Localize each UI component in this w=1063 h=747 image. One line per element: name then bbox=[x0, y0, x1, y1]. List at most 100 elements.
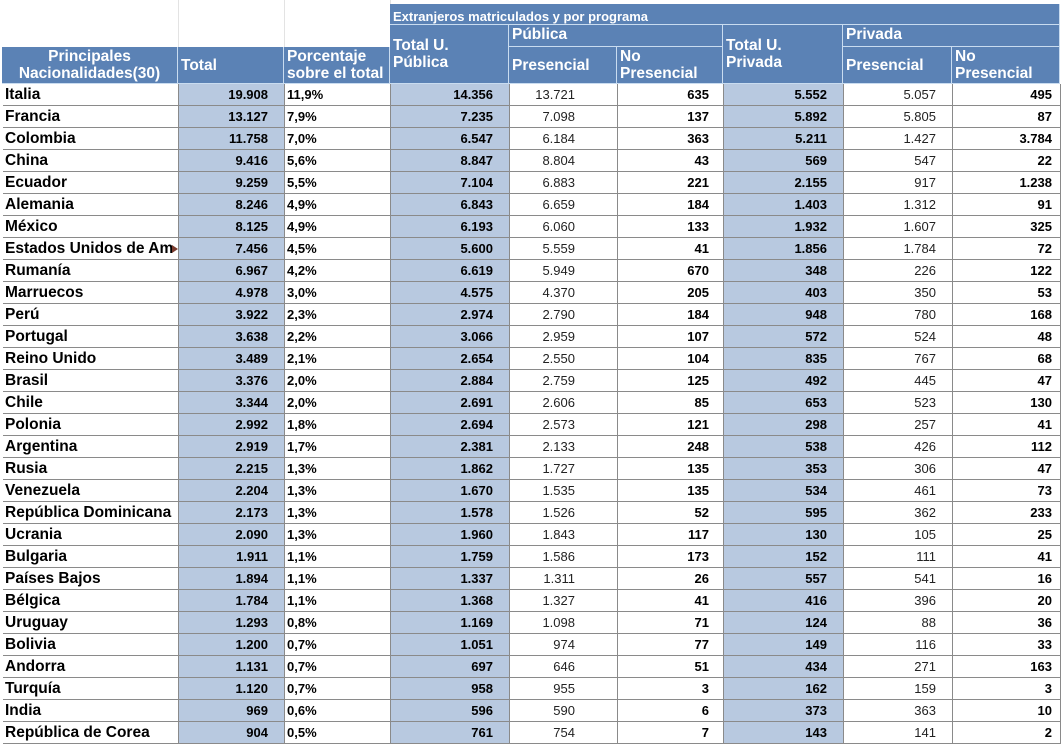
cell-publica-presencial[interactable]: 4.370 bbox=[510, 282, 618, 304]
cell-nationality[interactable]: Alemania bbox=[3, 194, 179, 216]
cell-privada-no-presencial[interactable]: 68 bbox=[953, 348, 1061, 370]
cell-nationality[interactable]: Colombia bbox=[3, 128, 179, 150]
cell-publica-presencial[interactable]: 955 bbox=[510, 678, 618, 700]
cell-nationality[interactable]: República Dominicana bbox=[3, 502, 179, 524]
cell-total-publica[interactable]: 2.691 bbox=[391, 392, 510, 414]
cell-total-publica[interactable]: 8.847 bbox=[391, 150, 510, 172]
cell-total[interactable]: 4.978 bbox=[179, 282, 285, 304]
cell-privada-no-presencial[interactable]: 41 bbox=[953, 546, 1061, 568]
cell-privada-no-presencial[interactable]: 10 bbox=[953, 700, 1061, 722]
cell-total[interactable]: 3.489 bbox=[179, 348, 285, 370]
cell-percent[interactable]: 4,9% bbox=[285, 216, 391, 238]
cell-publica-no-presencial[interactable]: 52 bbox=[618, 502, 724, 524]
cell-total[interactable]: 11.758 bbox=[179, 128, 285, 150]
cell-privada-presencial[interactable]: 461 bbox=[844, 480, 953, 502]
cell-publica-no-presencial[interactable]: 221 bbox=[618, 172, 724, 194]
cell-total-publica[interactable]: 2.694 bbox=[391, 414, 510, 436]
cell-publica-presencial[interactable]: 1.327 bbox=[510, 590, 618, 612]
cell-publica-presencial[interactable]: 2.959 bbox=[510, 326, 618, 348]
cell-publica-presencial[interactable]: 1.727 bbox=[510, 458, 618, 480]
cell-publica-presencial[interactable]: 5.949 bbox=[510, 260, 618, 282]
cell-total[interactable]: 1.894 bbox=[179, 568, 285, 590]
cell-total-publica[interactable]: 1.670 bbox=[391, 480, 510, 502]
cell-percent[interactable]: 2,0% bbox=[285, 392, 391, 414]
cell-privada-no-presencial[interactable]: 48 bbox=[953, 326, 1061, 348]
cell-total-publica[interactable]: 6.547 bbox=[391, 128, 510, 150]
cell-publica-no-presencial[interactable]: 51 bbox=[618, 656, 724, 678]
cell-total[interactable]: 1.911 bbox=[179, 546, 285, 568]
cell-total[interactable]: 904 bbox=[179, 722, 285, 744]
cell-privada-no-presencial[interactable]: 47 bbox=[953, 370, 1061, 392]
cell-publica-presencial[interactable]: 1.526 bbox=[510, 502, 618, 524]
cell-nationality[interactable]: Italia bbox=[3, 84, 179, 106]
cell-total-publica[interactable]: 1.960 bbox=[391, 524, 510, 546]
cell-publica-presencial[interactable]: 1.586 bbox=[510, 546, 618, 568]
cell-total-privada[interactable]: 2.155 bbox=[724, 172, 844, 194]
cell-privada-presencial[interactable]: 1.312 bbox=[844, 194, 953, 216]
cell-percent[interactable]: 2,1% bbox=[285, 348, 391, 370]
cell-privada-no-presencial[interactable]: 72 bbox=[953, 238, 1061, 260]
cell-total-privada[interactable]: 434 bbox=[724, 656, 844, 678]
cell-total[interactable]: 1.120 bbox=[179, 678, 285, 700]
cell-total-publica[interactable]: 6.843 bbox=[391, 194, 510, 216]
cell-privada-presencial[interactable]: 445 bbox=[844, 370, 953, 392]
cell-privada-no-presencial[interactable]: 73 bbox=[953, 480, 1061, 502]
cell-percent[interactable]: 0,7% bbox=[285, 656, 391, 678]
cell-total-privada[interactable]: 416 bbox=[724, 590, 844, 612]
cell-total-privada[interactable]: 572 bbox=[724, 326, 844, 348]
cell-total-privada[interactable]: 1.856 bbox=[724, 238, 844, 260]
cell-nationality[interactable]: Bulgaria bbox=[3, 546, 179, 568]
cell-publica-presencial[interactable]: 2.790 bbox=[510, 304, 618, 326]
cell-total-publica[interactable]: 1.759 bbox=[391, 546, 510, 568]
cell-total-publica[interactable]: 761 bbox=[391, 722, 510, 744]
cell-total-privada[interactable]: 5.211 bbox=[724, 128, 844, 150]
cell-percent[interactable]: 1,1% bbox=[285, 590, 391, 612]
cell-nationality[interactable]: China bbox=[3, 150, 179, 172]
cell-total-publica[interactable]: 1.578 bbox=[391, 502, 510, 524]
cell-nationality[interactable]: Polonia bbox=[3, 414, 179, 436]
cell-publica-no-presencial[interactable]: 135 bbox=[618, 458, 724, 480]
cell-total-privada[interactable]: 149 bbox=[724, 634, 844, 656]
cell-privada-presencial[interactable]: 917 bbox=[844, 172, 953, 194]
cell-publica-no-presencial[interactable]: 133 bbox=[618, 216, 724, 238]
cell-publica-presencial[interactable]: 6.060 bbox=[510, 216, 618, 238]
cell-publica-no-presencial[interactable]: 85 bbox=[618, 392, 724, 414]
cell-total-privada[interactable]: 948 bbox=[724, 304, 844, 326]
cell-publica-presencial[interactable]: 7.098 bbox=[510, 106, 618, 128]
cell-total[interactable]: 2.215 bbox=[179, 458, 285, 480]
cell-total-privada[interactable]: 595 bbox=[724, 502, 844, 524]
cell-percent[interactable]: 1,8% bbox=[285, 414, 391, 436]
cell-publica-presencial[interactable]: 1.311 bbox=[510, 568, 618, 590]
cell-percent[interactable]: 0,6% bbox=[285, 700, 391, 722]
cell-privada-presencial[interactable]: 88 bbox=[844, 612, 953, 634]
cell-nationality[interactable]: Ucrania bbox=[3, 524, 179, 546]
cell-total-publica[interactable]: 7.235 bbox=[391, 106, 510, 128]
cell-privada-presencial[interactable]: 5.805 bbox=[844, 106, 953, 128]
cell-privada-presencial[interactable]: 105 bbox=[844, 524, 953, 546]
cell-total[interactable]: 3.344 bbox=[179, 392, 285, 414]
cell-privada-no-presencial[interactable]: 130 bbox=[953, 392, 1061, 414]
cell-percent[interactable]: 5,6% bbox=[285, 150, 391, 172]
cell-privada-no-presencial[interactable]: 33 bbox=[953, 634, 1061, 656]
cell-privada-presencial[interactable]: 547 bbox=[844, 150, 953, 172]
cell-total-publica[interactable]: 6.193 bbox=[391, 216, 510, 238]
cell-total-privada[interactable]: 1.932 bbox=[724, 216, 844, 238]
cell-publica-presencial[interactable]: 5.559 bbox=[510, 238, 618, 260]
cell-privada-no-presencial[interactable]: 1.238 bbox=[953, 172, 1061, 194]
cell-nationality[interactable]: Uruguay bbox=[3, 612, 179, 634]
cell-privada-no-presencial[interactable]: 325 bbox=[953, 216, 1061, 238]
cell-publica-no-presencial[interactable]: 26 bbox=[618, 568, 724, 590]
cell-total-privada[interactable]: 569 bbox=[724, 150, 844, 172]
cell-total-publica[interactable]: 1.368 bbox=[391, 590, 510, 612]
cell-privada-no-presencial[interactable]: 112 bbox=[953, 436, 1061, 458]
cell-publica-presencial[interactable]: 1.843 bbox=[510, 524, 618, 546]
cell-nationality[interactable]: República de Corea bbox=[3, 722, 179, 744]
cell-percent[interactable]: 2,0% bbox=[285, 370, 391, 392]
cell-publica-no-presencial[interactable]: 3 bbox=[618, 678, 724, 700]
cell-publica-no-presencial[interactable]: 77 bbox=[618, 634, 724, 656]
cell-privada-no-presencial[interactable]: 25 bbox=[953, 524, 1061, 546]
cell-nationality[interactable]: Chile bbox=[3, 392, 179, 414]
cell-percent[interactable]: 0,7% bbox=[285, 678, 391, 700]
cell-privada-no-presencial[interactable]: 3 bbox=[953, 678, 1061, 700]
group-publica-header[interactable]: Pública bbox=[509, 25, 723, 47]
